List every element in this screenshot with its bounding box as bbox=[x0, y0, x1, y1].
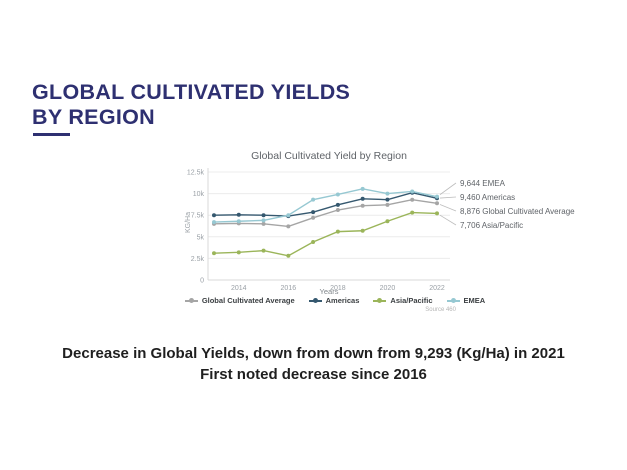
data-point bbox=[435, 201, 439, 206]
data-point bbox=[335, 202, 340, 207]
legend-marker-icon bbox=[184, 297, 198, 304]
data-point bbox=[261, 213, 266, 218]
page-title: GLOBAL CULTIVATED YIELDS BY REGION bbox=[32, 80, 350, 130]
data-point bbox=[385, 202, 390, 207]
data-point bbox=[385, 219, 390, 224]
data-point bbox=[385, 197, 390, 202]
legend-item-global-cultivated-average: Global Cultivated Average bbox=[184, 296, 295, 305]
data-point bbox=[286, 253, 291, 258]
x-axis-label: Years bbox=[319, 287, 339, 296]
series-end-label: 8,876 Global Cultivated Average bbox=[460, 207, 575, 216]
page-title-line2: BY REGION bbox=[32, 105, 155, 129]
annotation-connector bbox=[439, 196, 457, 199]
title-underline-rule bbox=[33, 133, 70, 136]
caption: Decrease in Global Yields, down from dow… bbox=[0, 343, 627, 385]
data-point bbox=[335, 229, 340, 234]
legend-marker-icon bbox=[446, 297, 460, 304]
data-point bbox=[311, 210, 316, 215]
x-tick-label: 2016 bbox=[281, 285, 297, 292]
y-tick-label: 7.5k bbox=[191, 213, 205, 220]
x-tick-label: 2020 bbox=[380, 285, 396, 292]
data-point bbox=[236, 212, 241, 217]
series-end-label: 9,644 EMEA bbox=[460, 179, 506, 188]
legend-label: Americas bbox=[325, 296, 360, 305]
annotation-connector bbox=[439, 204, 457, 212]
data-point bbox=[410, 197, 415, 202]
data-point bbox=[360, 203, 365, 208]
y-tick-label: 0 bbox=[200, 278, 204, 285]
data-point bbox=[286, 224, 291, 229]
data-point bbox=[360, 186, 365, 191]
annotation-connector bbox=[439, 214, 457, 226]
annotation-connector bbox=[439, 182, 457, 195]
legend-marker-icon bbox=[308, 297, 322, 304]
series-line-global-cultivated-average bbox=[213, 198, 438, 228]
legend-item-asia-pacific: Asia/Pacific bbox=[373, 296, 433, 305]
legend-item-americas: Americas bbox=[308, 296, 360, 305]
source-note: Source 460 bbox=[425, 307, 456, 313]
legend-label: Global Cultivated Average bbox=[201, 296, 295, 305]
chart-title: Global Cultivated Yield by Region bbox=[251, 150, 407, 162]
legend-marker-icon bbox=[373, 297, 387, 304]
data-point bbox=[212, 213, 216, 218]
data-point bbox=[212, 220, 216, 225]
series-end-label: 9,460 Americas bbox=[460, 193, 515, 202]
x-tick-label: 2018 bbox=[330, 285, 346, 292]
y-tick-label: 2.5k bbox=[191, 256, 205, 263]
legend-label: EMEA bbox=[463, 296, 486, 305]
chart-canvas: 0 2.5k 5k 7.5k 10k 12.5k 2014 2016 2018 2020 2022 9… bbox=[187, 168, 575, 292]
data-point bbox=[435, 194, 439, 199]
x-tick-label: 2022 bbox=[429, 285, 445, 292]
data-point bbox=[311, 197, 316, 202]
y-tick-label: 5k bbox=[197, 234, 205, 241]
data-point bbox=[236, 219, 241, 224]
data-point bbox=[286, 213, 291, 218]
caption-line1: Decrease in Global Yields, down from dow… bbox=[62, 345, 565, 362]
data-point bbox=[261, 248, 266, 253]
data-point bbox=[236, 250, 241, 255]
data-point bbox=[311, 215, 316, 220]
data-point bbox=[360, 228, 365, 233]
data-point bbox=[360, 196, 365, 201]
series-end-label: 7,706 Asia/Pacific bbox=[460, 221, 523, 230]
data-point bbox=[335, 192, 340, 197]
data-point bbox=[435, 211, 439, 216]
data-point bbox=[335, 208, 340, 213]
data-point bbox=[212, 251, 216, 256]
yield-chart: Global Cultivated Yield by Region KG/Ha … bbox=[150, 144, 620, 336]
data-point bbox=[261, 221, 266, 226]
legend-label: Asia/Pacific bbox=[390, 296, 433, 305]
data-point bbox=[311, 239, 316, 244]
data-point bbox=[261, 218, 266, 223]
series-line-asia-pacific bbox=[213, 211, 438, 257]
data-point bbox=[410, 210, 415, 215]
data-point bbox=[410, 189, 415, 194]
series-line-emea bbox=[213, 188, 438, 223]
y-tick-label: 12.5k bbox=[187, 170, 205, 177]
x-tick-label: 2014 bbox=[231, 285, 247, 292]
page-title-line1: GLOBAL CULTIVATED YIELDS bbox=[32, 80, 351, 104]
y-tick-label: 10k bbox=[193, 191, 205, 198]
data-point bbox=[385, 191, 390, 196]
chart-legend: Global Cultivated Average Americas Asia/Pa… bbox=[184, 296, 485, 305]
caption-line2: First noted decrease since 2016 bbox=[200, 366, 427, 383]
legend-item-emea: EMEA bbox=[446, 296, 486, 305]
series-line-americas bbox=[213, 192, 438, 217]
